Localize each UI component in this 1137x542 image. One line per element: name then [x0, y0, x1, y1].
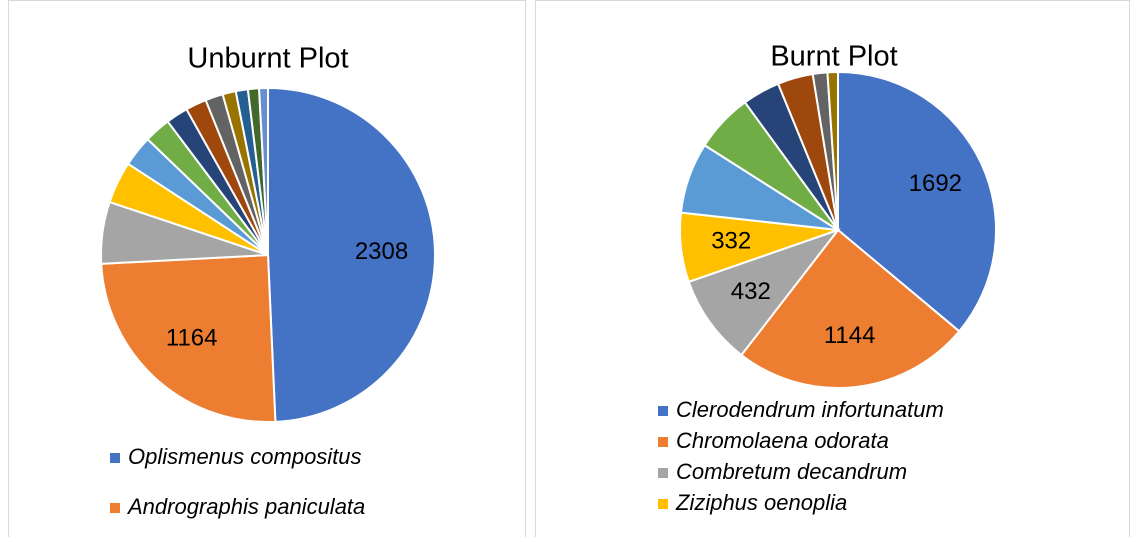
legend-swatch — [658, 406, 668, 416]
legend-entry: Clerodendrum infortunatum — [676, 397, 944, 422]
pie-slice — [837, 70, 997, 333]
chart-title: Burnt Plot — [770, 41, 897, 73]
legend-swatch — [658, 437, 668, 447]
data-label: 1692 — [909, 170, 962, 197]
pie-slice — [267, 86, 436, 423]
legend-swatch — [658, 499, 668, 509]
data-label: 432 — [731, 278, 771, 305]
legend-swatch — [110, 503, 120, 513]
legend-entry: Ziziphus oenoplia — [675, 490, 847, 515]
legend-entry: Combretum decandrum — [676, 459, 907, 484]
legend-entry: Andrographis paniculata — [126, 494, 365, 519]
chart-title: Unburnt Plot — [187, 43, 348, 75]
pie-slice — [739, 228, 961, 389]
pie-slice — [257, 86, 269, 256]
legend-entry: Oplismenus compositus — [128, 444, 362, 469]
pie-slice — [826, 70, 839, 231]
legend-entry: Chromolaena odorata — [676, 428, 889, 453]
pie-slice — [687, 227, 841, 357]
data-label: 332 — [711, 227, 751, 254]
data-label: 1164 — [166, 324, 218, 351]
data-label: 2308 — [355, 238, 408, 265]
legend-swatch — [658, 468, 668, 478]
pie-slice — [100, 253, 277, 423]
data-label: 1144 — [824, 322, 876, 349]
legend-swatch — [110, 453, 120, 463]
